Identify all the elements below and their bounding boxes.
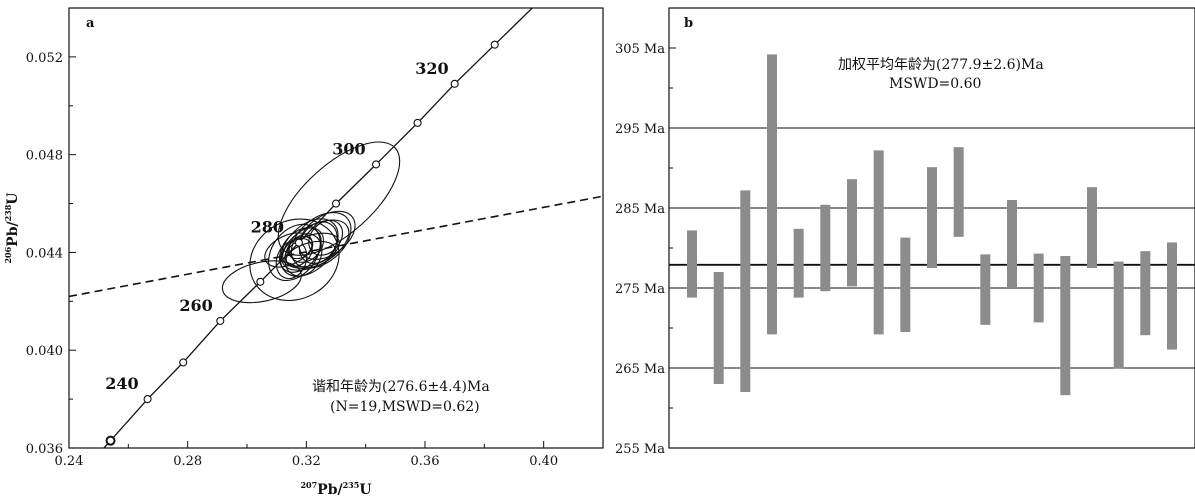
error-ellipse — [290, 212, 352, 269]
concordia-age-marker — [371, 160, 381, 169]
panel-b-weighted-mean-plot: b 255 Ma 265 Ma 275 Ma 285 Ma 295 Ma 305 Ma 加… — [615, 7, 1195, 457]
concordia-age-marker — [294, 238, 303, 247]
panel-a-frame — [68, 7, 604, 449]
age-error-bar — [980, 254, 991, 325]
concordia-age-marker — [105, 435, 116, 446]
age-error-bar — [767, 54, 777, 335]
error-ellipse — [298, 221, 338, 264]
b-y-tick-label: 285 Ma — [615, 202, 665, 217]
age-error-bar — [713, 272, 724, 384]
age-error-bar — [1033, 253, 1044, 323]
age-error-bar — [1087, 187, 1097, 268]
b-y-tick-label: 265 Ma — [615, 362, 665, 377]
panel-a-age-labels: 240 260 280 300 320 — [105, 59, 448, 393]
age-error-bar — [953, 147, 964, 237]
concordia-age-marker — [490, 40, 499, 49]
b-y-tick-label: 255 Ma — [615, 442, 665, 457]
age-error-bar — [687, 230, 697, 298]
x-tick-label: 0.24 — [55, 454, 84, 469]
age-error-bar — [793, 228, 804, 298]
concordia-age-label: 280 — [251, 218, 284, 237]
error-ellipse — [287, 235, 314, 260]
error-ellipse — [249, 218, 340, 302]
error-ellipse — [298, 210, 356, 260]
age-error-bar — [1060, 256, 1071, 396]
concordia-age-label: 300 — [332, 139, 365, 158]
panel-a-letter: a — [86, 16, 95, 31]
panel-a-ticks: 0.24 0.28 0.32 0.36 0.40 0.036 0.040 0.044 0.048… — [26, 51, 604, 469]
concordia-age-label: 260 — [179, 296, 212, 315]
age-error-bar — [1140, 251, 1151, 336]
error-ellipse — [280, 218, 339, 277]
age-error-bar — [1007, 200, 1017, 288]
y-tick-label: 0.040 — [26, 344, 63, 359]
age-error-bar — [847, 179, 857, 287]
concordia-age-marker — [179, 358, 188, 367]
concordia-age-label: 320 — [415, 59, 448, 78]
y-tick-label: 0.052 — [26, 51, 63, 66]
concordia-age-marker — [216, 316, 225, 325]
panel-a-concordia-plot: a 0.24 0.28 0.32 0.36 0.40 0.036 0.040 0.044 0.0… — [3, 7, 604, 497]
mswd-annotation: MSWD=0.60 — [889, 76, 981, 92]
y-tick-label: 0.048 — [26, 149, 63, 164]
concordia-age-marker — [331, 199, 341, 208]
error-ellipse — [288, 227, 325, 263]
y-tick-label: 0.044 — [26, 246, 63, 261]
panel-a-plot-area — [69, 8, 603, 448]
y-tick-label: 0.036 — [26, 442, 63, 457]
panel-b-ticks: 255 Ma 265 Ma 275 Ma 285 Ma 295 Ma 305 Ma — [615, 42, 676, 457]
concordia-age-label: 240 — [105, 374, 138, 393]
age-error-bar — [1113, 261, 1124, 369]
panel-b-letter: b — [684, 16, 693, 31]
age-error-bar — [927, 167, 937, 268]
y-axis-title: 206Pb/238U — [3, 192, 21, 263]
panel-b-frame — [668, 7, 1195, 449]
weighted-mean-annotation: 加权平均年龄为(277.9±2.6)Ma — [838, 57, 1044, 73]
error-ellipse — [308, 219, 344, 256]
concordia-stats-annotation: (N=19,MSWD=0.62) — [330, 399, 480, 415]
x-tick-label: 0.32 — [292, 454, 321, 469]
error-ellipse — [221, 260, 302, 304]
age-error-bar — [1167, 242, 1177, 350]
age-error-bar — [900, 237, 911, 332]
x-tick-label: 0.28 — [173, 454, 202, 469]
x-tick-label: 0.36 — [411, 454, 440, 469]
b-y-tick-label: 275 Ma — [615, 282, 665, 297]
concordia-age-marker — [143, 395, 152, 404]
panel-b-plot-area — [669, 54, 1195, 396]
concordia-age-marker — [256, 277, 265, 286]
x-axis-title: 207Pb/235U — [300, 480, 371, 497]
concordia-age-marker — [413, 118, 422, 127]
age-error-bar — [820, 204, 831, 292]
x-tick-label: 0.40 — [529, 454, 558, 469]
error-ellipse — [279, 227, 322, 273]
age-error-bar — [873, 150, 884, 335]
b-y-tick-label: 295 Ma — [615, 122, 665, 137]
concordia-age-marker — [450, 79, 459, 88]
age-error-bar — [740, 190, 751, 392]
b-y-tick-label: 305 Ma — [615, 42, 665, 57]
concordia-age-annotation: 谐和年龄为(276.6±4.4)Ma — [312, 379, 490, 395]
